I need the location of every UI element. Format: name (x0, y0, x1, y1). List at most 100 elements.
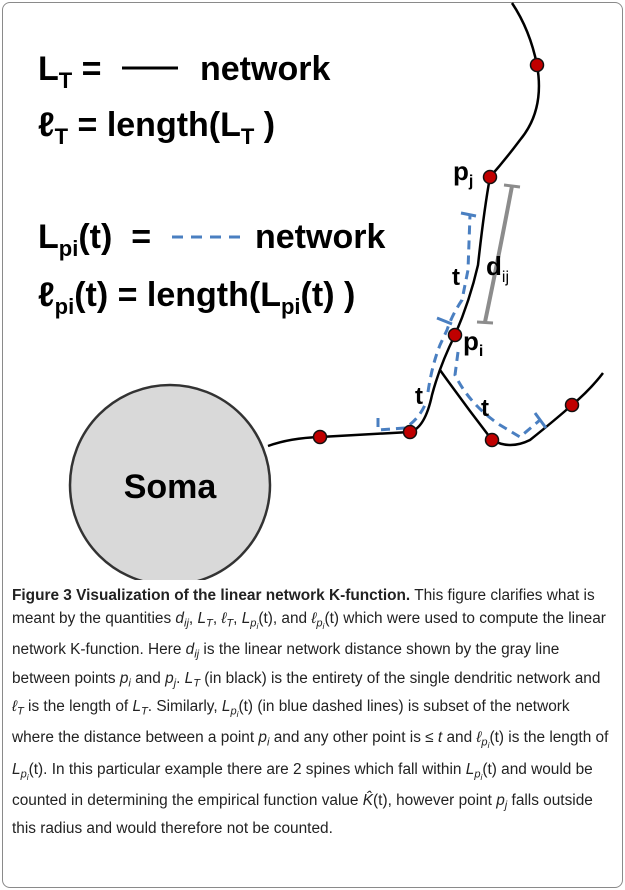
dashed-network (376, 211, 548, 439)
caption-run: T (193, 677, 201, 690)
caption-run: L (241, 610, 251, 628)
label-pj: pj (453, 156, 473, 190)
eq-sub: T (55, 124, 69, 149)
caption-run: i (256, 621, 259, 632)
equation-word: network (255, 218, 385, 256)
label-t: t (415, 383, 423, 410)
caption-run: (in black) is the entirety of the single… (200, 669, 601, 687)
caption-run: p (496, 791, 505, 809)
caption-run: is the length of (23, 698, 133, 716)
caption-run: and (130, 669, 166, 687)
caption-run: This figure clarifies what is meant by t… (12, 587, 595, 628)
eq-sub: pi (281, 294, 301, 319)
caption-run: p (20, 767, 27, 780)
eq-sub: pi (55, 294, 75, 319)
caption-run: d (185, 641, 195, 659)
caption-run: T (16, 705, 24, 718)
caption-run: T (141, 705, 148, 718)
caption-run: p (250, 617, 257, 630)
caption-run: L (197, 610, 207, 628)
label-sub: ij (502, 269, 509, 286)
caption-run: d (175, 610, 184, 628)
point (564, 397, 580, 413)
caption-run: , (188, 610, 198, 628)
equation: ℓT = length(LT ) (38, 106, 275, 149)
eq-sub: T (241, 124, 255, 149)
caption-run: , (212, 610, 222, 628)
caption: Figure 3 Visualization of the linear net… (12, 584, 612, 840)
point (402, 424, 418, 440)
caption-run: ℓ (476, 729, 482, 747)
eq-part: ℓ (38, 106, 55, 144)
caption-run: (t). In this particular example there ar… (28, 760, 466, 778)
equation: Lpi(t) = (38, 218, 161, 261)
eq-part: L (38, 50, 59, 88)
caption-run: p (474, 767, 481, 780)
dashed-path (426, 214, 472, 393)
caption-run: ℓ (311, 610, 317, 628)
caption-run: (t) (in blue dashed lines) is subset of … (12, 698, 570, 747)
caption-run: (t), however point (373, 791, 497, 809)
caption-run: (t) which were used to compute the linea… (12, 610, 606, 659)
label-sub: i (479, 343, 483, 360)
caption-run: p (119, 669, 129, 687)
dashed-cap (533, 412, 548, 429)
caption-run: p (316, 617, 323, 630)
point (312, 429, 328, 445)
eq-part: = length(L (68, 106, 241, 144)
caption-run: i (480, 771, 483, 782)
caption-run: and (442, 729, 477, 747)
label-dij: dij (486, 251, 509, 286)
caption-run: and any other point is ≤ (269, 729, 438, 747)
figure: LT = network ℓT = length(LT ) Lpi(t) = n… (38, 2, 604, 580)
label-t: t (452, 264, 460, 291)
point (529, 57, 545, 73)
equation: ℓpi(t) = length(Lpi(t) ) (38, 276, 355, 319)
soma (68, 383, 272, 580)
caption-run: L (221, 698, 231, 716)
point (482, 169, 498, 185)
caption-run: ℓ (12, 698, 17, 716)
caption-run: T (206, 617, 213, 630)
eq-part: (t) ) (301, 276, 356, 314)
caption-run: (t) is the length of (489, 729, 609, 747)
eq-part: L (38, 218, 59, 256)
caption-run: ij (194, 648, 200, 661)
caption-run: i (236, 709, 239, 720)
caption-run: i (322, 621, 325, 632)
distance-cap (503, 183, 521, 189)
eq-part: ℓ (38, 276, 55, 314)
dashed-path (376, 404, 427, 432)
caption-run: falls outside this radius and would ther… (12, 791, 593, 838)
caption-run: p (481, 736, 488, 749)
caption-run: . Similarly, (147, 698, 222, 716)
caption-run: i (487, 740, 490, 751)
caption-run: p (230, 705, 237, 718)
caption-run: K̂ (362, 791, 374, 809)
caption-run: ℓ (221, 610, 227, 628)
caption-run: L (12, 760, 21, 778)
dashed-cap (436, 211, 477, 326)
caption-body: This figure clarifies what is meant by t… (12, 587, 608, 837)
eq-part: ) (254, 106, 275, 144)
label-pi: pi (463, 326, 483, 360)
caption-run: (t), and (258, 610, 312, 628)
caption-run: L (184, 669, 194, 687)
caption-run: . (176, 669, 185, 687)
caption-run: is the linear network distance shown by … (12, 641, 560, 687)
dashed-path (453, 351, 541, 439)
eq-part: (t) = (78, 218, 160, 256)
point (484, 432, 500, 448)
soma-label: Soma (124, 468, 218, 506)
caption-run: p (165, 669, 174, 687)
caption-run: j (504, 799, 508, 812)
distance-cap (476, 320, 494, 325)
caption-run: (t) and would be counted in determining … (12, 760, 593, 809)
caption-run: p (258, 729, 267, 747)
caption-run: T (226, 617, 234, 630)
label-t: t (481, 395, 489, 422)
eq-part: (t) = length(L (74, 276, 281, 314)
point (447, 327, 463, 343)
